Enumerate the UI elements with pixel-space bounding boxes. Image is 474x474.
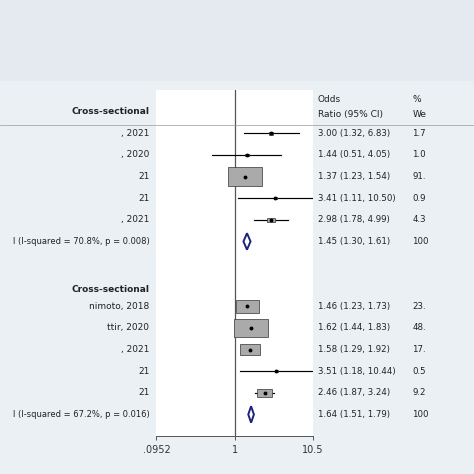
Text: Cross‑sectional: Cross‑sectional	[71, 284, 149, 293]
Text: 21: 21	[138, 194, 149, 203]
Text: 100: 100	[412, 410, 429, 419]
Text: We: We	[412, 110, 427, 119]
Text: 21: 21	[138, 367, 149, 376]
Bar	[269, 132, 273, 135]
Text: 3.00 (1.32, 6.83): 3.00 (1.32, 6.83)	[318, 129, 390, 138]
Text: 1.0: 1.0	[412, 150, 426, 159]
Text: 1.7: 1.7	[412, 129, 426, 138]
Text: 100: 100	[412, 237, 429, 246]
Text: %: %	[412, 95, 421, 104]
Bar	[236, 300, 259, 313]
Text: 2.98 (1.78, 4.99): 2.98 (1.78, 4.99)	[318, 215, 389, 224]
Bar	[267, 218, 274, 222]
Text: 1.58 (1.29, 1.92): 1.58 (1.29, 1.92)	[318, 345, 390, 354]
Bar	[234, 319, 267, 337]
Bar	[240, 344, 260, 355]
Text: l (I-squared = 67.2%, p = 0.016): l (I-squared = 67.2%, p = 0.016)	[12, 410, 149, 419]
Text: 1.44 (0.51, 4.05): 1.44 (0.51, 4.05)	[318, 150, 390, 159]
Text: 2.46 (1.87, 3.24): 2.46 (1.87, 3.24)	[318, 388, 390, 397]
Text: Cross-sectional: Cross-sectional	[71, 107, 149, 116]
Text: , 2021: , 2021	[121, 345, 149, 354]
Text: 1.45 (1.30, 1.61): 1.45 (1.30, 1.61)	[318, 237, 390, 246]
Text: 1.64 (1.51, 1.79): 1.64 (1.51, 1.79)	[318, 410, 390, 419]
Text: 1.62 (1.44, 1.83): 1.62 (1.44, 1.83)	[318, 323, 390, 332]
Text: 23.: 23.	[412, 302, 426, 311]
Text: 91.: 91.	[412, 172, 426, 181]
Text: 3.51 (1.18, 10.44): 3.51 (1.18, 10.44)	[318, 367, 395, 376]
Text: 21: 21	[138, 388, 149, 397]
Text: 17.: 17.	[412, 345, 426, 354]
Text: 1.37 (1.23, 1.54): 1.37 (1.23, 1.54)	[318, 172, 390, 181]
Text: 48.: 48.	[412, 323, 426, 332]
Text: ttir, 2020: ttir, 2020	[107, 323, 149, 332]
Text: 1.46 (1.23, 1.73): 1.46 (1.23, 1.73)	[318, 302, 390, 311]
Text: , 2020: , 2020	[121, 150, 149, 159]
Text: 21: 21	[138, 172, 149, 181]
Text: 0.9: 0.9	[412, 194, 426, 203]
Bar	[245, 154, 248, 156]
Bar	[274, 370, 278, 372]
Text: 0.5: 0.5	[412, 367, 426, 376]
Text: 4.3: 4.3	[412, 215, 426, 224]
Bar	[274, 197, 277, 199]
Bar	[257, 389, 272, 397]
Text: , 2021: , 2021	[121, 215, 149, 224]
Text: nimoto, 2018: nimoto, 2018	[89, 302, 149, 311]
Text: , 2021: , 2021	[121, 129, 149, 138]
Text: Ratio (95% CI): Ratio (95% CI)	[318, 110, 383, 119]
Text: l (I-squared = 70.8%, p = 0.008): l (I-squared = 70.8%, p = 0.008)	[12, 237, 149, 246]
Bar	[228, 167, 262, 186]
Text: Odds: Odds	[318, 95, 341, 104]
Text: 3.41 (1.11, 10.50): 3.41 (1.11, 10.50)	[318, 194, 395, 203]
Text: 9.2: 9.2	[412, 388, 426, 397]
